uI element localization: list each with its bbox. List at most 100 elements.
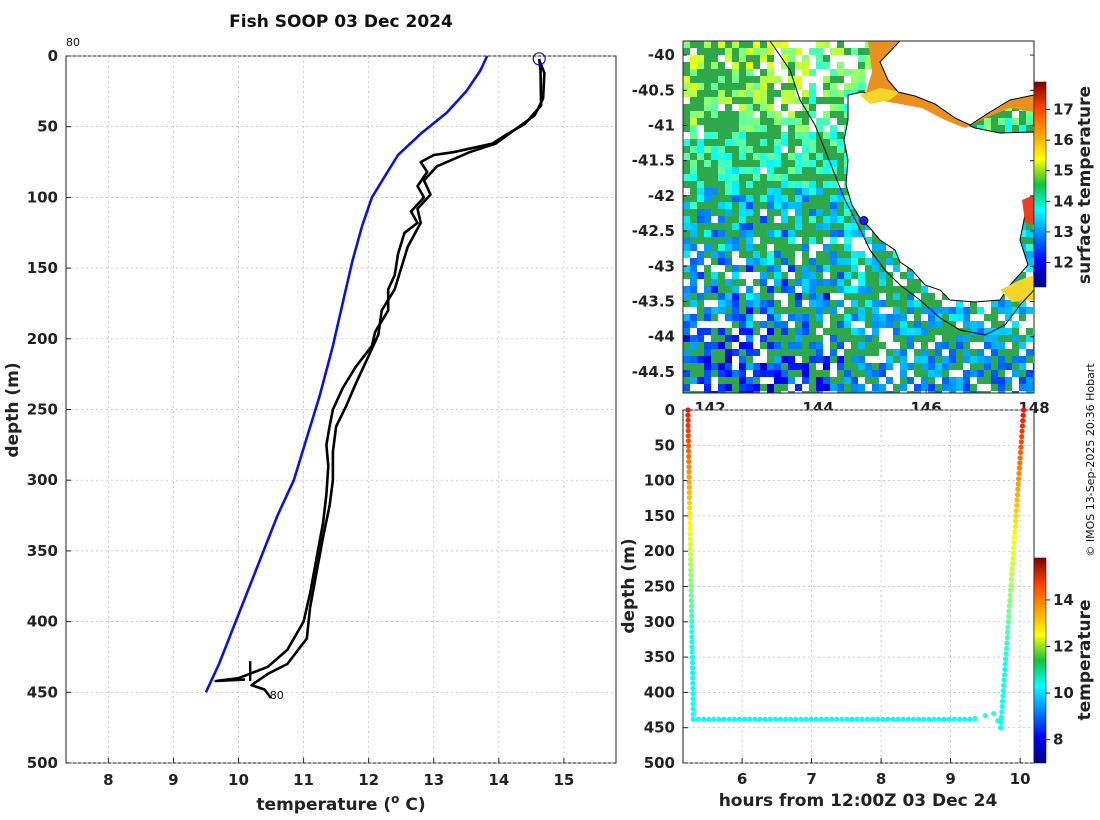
sst-pixel: [977, 384, 984, 391]
sst-pixel: [893, 293, 900, 300]
dt-x-tick-label: 8: [876, 770, 886, 788]
sst-pixel: [753, 174, 760, 181]
sst-pixel: [732, 335, 739, 342]
sst-pixel: [795, 342, 802, 349]
sst-pixel: [795, 153, 802, 160]
sst-pixel: [1019, 328, 1026, 335]
sst-pixel: [739, 335, 746, 342]
sst-pixel: [830, 349, 837, 356]
sst-pixel: [1019, 230, 1026, 237]
sst-pixel: [690, 251, 697, 258]
sst-pixel: [935, 349, 942, 356]
sst-pixel: [928, 342, 935, 349]
sst-pixel: [802, 244, 809, 251]
sst-pixel: [781, 300, 788, 307]
sst-pixel: [858, 230, 865, 237]
sst-pixel: [998, 314, 1005, 321]
sst-pixel: [767, 384, 774, 391]
sst-pixel: [725, 139, 732, 146]
sst-pixel: [746, 202, 753, 209]
sst-pixel: [914, 356, 921, 363]
sst-pixel: [739, 90, 746, 97]
depth-time-point: [783, 716, 789, 722]
lat-tick-label: -42.5: [632, 222, 675, 240]
sst-pixel: [977, 342, 984, 349]
sst-pixel: [774, 293, 781, 300]
sst-pixel: [704, 307, 711, 314]
sst-pixel: [781, 69, 788, 76]
sst-pixel: [858, 356, 865, 363]
depth-time-point: [685, 417, 691, 423]
sst-map: -40 -40.5 -41 -41.5 -42 -42.5 -43 -43.5 -44 -44.5…: [632, 40, 1095, 417]
sst-pixel: [837, 62, 844, 69]
sst-pixel: [690, 335, 697, 342]
sst-pixel: [886, 356, 893, 363]
depth-time-point: [685, 422, 691, 429]
sst-pixel: [942, 307, 949, 314]
sst-pixel: [732, 328, 739, 335]
sst-pixel: [991, 370, 998, 377]
sst-pixel: [907, 349, 914, 356]
sst-pixel: [725, 209, 732, 216]
dt-y-tick-label: 250: [644, 578, 675, 596]
sst-pixel: [781, 146, 788, 153]
sst-pixel: [893, 349, 900, 356]
sst-pixel: [907, 356, 914, 363]
series-climatology: [204, 55, 489, 693]
sst-pixel: [732, 167, 739, 174]
sst-pixel: [809, 181, 816, 188]
depth-time-points: [685, 407, 1027, 731]
depth-time-point: [1000, 688, 1006, 694]
depth-time-point: [1018, 439, 1024, 445]
sst-pixel: [788, 230, 795, 237]
sst-pixel: [683, 132, 690, 139]
sst-pixel: [746, 384, 753, 391]
sst-pixel: [823, 272, 830, 279]
sst-pixel: [928, 286, 935, 293]
sst-pixel: [942, 391, 949, 393]
depth-time-point: [1019, 428, 1025, 434]
depth-time-point: [1003, 645, 1010, 651]
sst-pixel: [774, 202, 781, 209]
sst-pixel: [816, 244, 823, 251]
sst-pixel: [760, 377, 767, 384]
sst-pixel: [746, 111, 753, 118]
sst-pixel: [704, 377, 711, 384]
sst-pixel: [907, 307, 914, 314]
profile-annotations: 80 80: [66, 36, 284, 702]
sst-pixel: [760, 314, 767, 321]
sst-pixel: [683, 139, 690, 146]
sst-pixel: [823, 76, 830, 83]
depth-time-point: [1004, 629, 1011, 636]
sst-pixel: [711, 342, 718, 349]
sst-pixel: [984, 356, 991, 363]
sst-pixel: [753, 272, 760, 279]
sst-pixel: [767, 48, 774, 55]
sst-pixel: [697, 286, 704, 293]
sst-pixel: [788, 363, 795, 370]
depth-time-point: [747, 716, 753, 722]
sst-pixel: [788, 111, 795, 118]
chart-title: Fish SOOP 03 Dec 2024: [229, 12, 453, 32]
sst-pixel: [767, 370, 774, 377]
sst-pixel: [788, 321, 795, 328]
depth-time-point: [687, 510, 693, 516]
sst-pixel: [886, 328, 893, 335]
sst-pixel: [704, 188, 711, 195]
sst-pixel: [774, 160, 781, 167]
depth-time-point: [957, 716, 963, 722]
sst-pixel: [697, 251, 704, 258]
depth-time-point: [716, 716, 722, 722]
depth-time-point: [731, 716, 738, 722]
sst-pixel: [949, 307, 956, 314]
sst-pixel: [837, 286, 844, 293]
sst-pixel: [865, 384, 872, 391]
sst-pixel: [739, 356, 746, 363]
sst-pixel: [746, 307, 753, 314]
x-tick-label: 11: [293, 771, 314, 789]
dt-x-tick-label: 10: [1010, 770, 1031, 788]
sst-pixel: [823, 279, 830, 286]
sst-pixel: [858, 251, 865, 258]
sst-pixel: [907, 272, 914, 279]
sst-pixel: [830, 104, 837, 111]
